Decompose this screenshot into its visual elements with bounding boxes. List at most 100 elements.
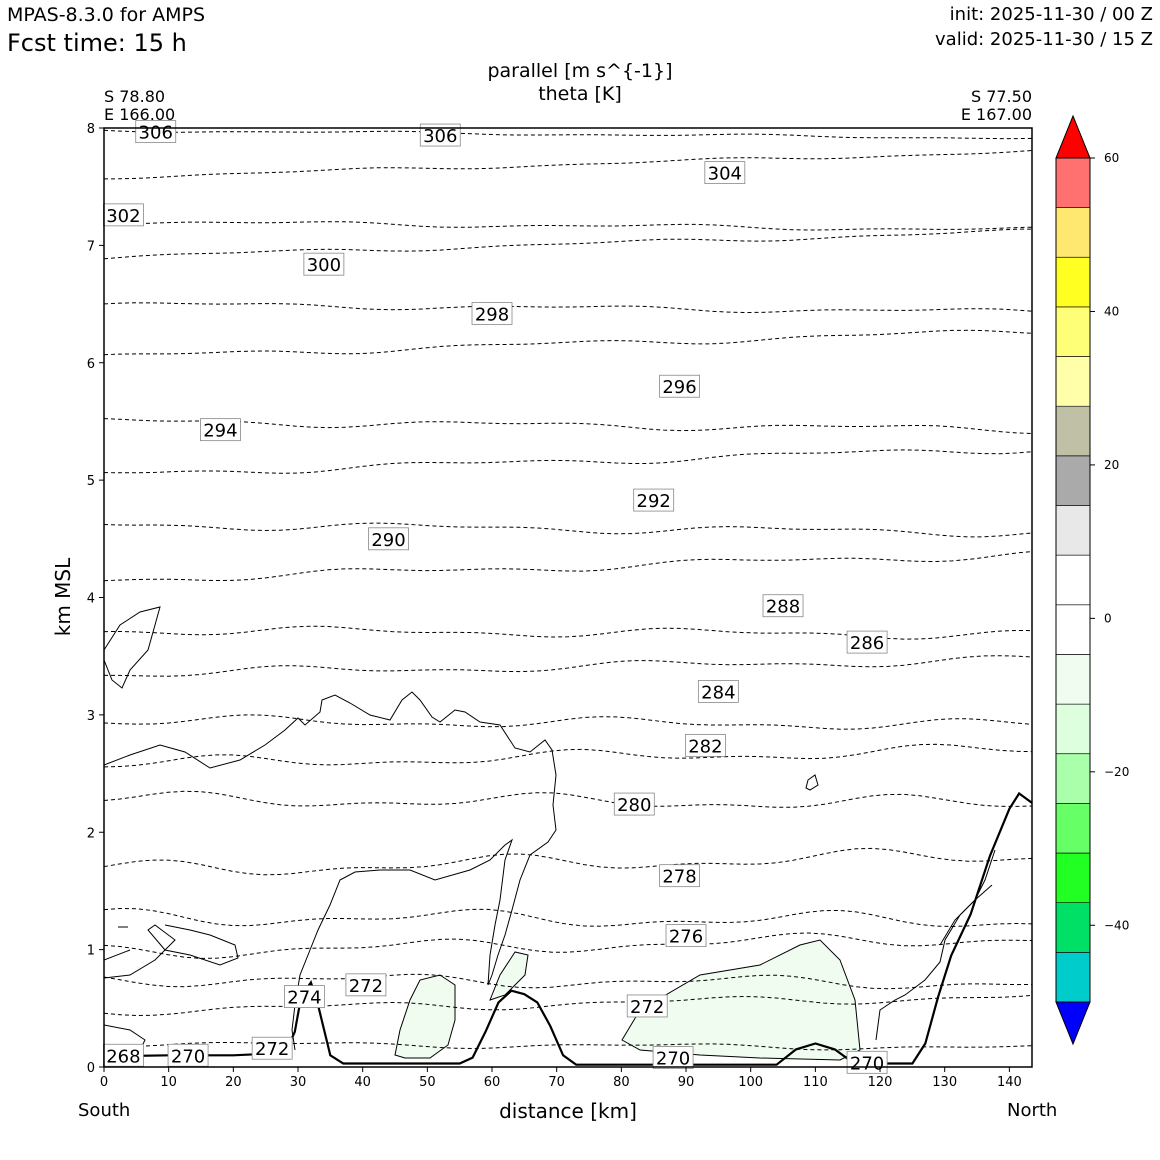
theta-isentrope bbox=[104, 1042, 1032, 1051]
theta-label: 298 bbox=[471, 302, 513, 325]
wind-fills bbox=[394, 939, 861, 1061]
theta-isentrope bbox=[104, 907, 1032, 928]
theta-label-text: 276 bbox=[669, 927, 703, 948]
colorbar-segment bbox=[1055, 256, 1091, 308]
theta-label-text: 300 bbox=[307, 255, 341, 276]
x-tick-label: 30 bbox=[290, 1075, 307, 1090]
theta-label-text: 270 bbox=[171, 1046, 205, 1067]
theta-isentrope bbox=[104, 221, 1032, 231]
weak-negative-wind-region bbox=[621, 939, 861, 1061]
right-endpoint: S 77.50 E 167.00 bbox=[961, 88, 1032, 124]
theta-label: 282 bbox=[685, 733, 726, 757]
x-tick-label: 110 bbox=[803, 1075, 828, 1090]
colorbar-tick-label: 0 bbox=[1104, 611, 1112, 625]
south-label: South bbox=[78, 1100, 131, 1121]
theta-label-text: 302 bbox=[106, 206, 140, 227]
theta-label: 272 bbox=[345, 973, 387, 997]
left-endpoint: S 78.80 E 166.00 bbox=[104, 88, 175, 124]
theta-isentrope bbox=[104, 449, 1032, 474]
colorbar-tick-label: 20 bbox=[1104, 458, 1119, 472]
wind-contour-line bbox=[805, 774, 819, 791]
theta-label-text: 290 bbox=[371, 530, 405, 551]
theta-isentrope bbox=[104, 714, 1032, 730]
y-tick-label: 0 bbox=[87, 1061, 95, 1076]
valid-time: valid: 2025-11-30 / 15 Z bbox=[935, 29, 1153, 50]
y-tick-label: 2 bbox=[87, 826, 95, 841]
weak-negative-wind-region bbox=[489, 951, 529, 1001]
colorbar: 60 40 20 0 −20 −40 bbox=[1055, 114, 1129, 1046]
theta-isentrope bbox=[104, 302, 1032, 314]
theta-isentrope bbox=[104, 522, 1032, 538]
theta-isentrope bbox=[104, 790, 1032, 808]
right-lat: S 77.50 bbox=[970, 87, 1032, 106]
theta-label-text: 288 bbox=[766, 597, 800, 618]
theta-contours bbox=[104, 129, 1032, 1051]
colorbar-segment bbox=[1055, 852, 1091, 903]
theta-label: 290 bbox=[368, 527, 409, 551]
x-tick-label: 120 bbox=[868, 1075, 893, 1090]
theta-label-text: 296 bbox=[662, 377, 696, 398]
colorbar-segment bbox=[1055, 157, 1091, 208]
theta-isentrope bbox=[104, 743, 1032, 768]
theta-label: 300 bbox=[303, 252, 345, 276]
colorbar-segment bbox=[1055, 703, 1091, 754]
wind-contour-line bbox=[104, 924, 239, 979]
colorbar-segment bbox=[1055, 505, 1091, 556]
axes: 0 10 20 30 40 50 60 70 80 90 100 110 120 130 140 0 1 2 3 4 5… bbox=[87, 122, 1022, 1090]
theta-label: 272 bbox=[251, 1036, 293, 1060]
theta-label: 294 bbox=[200, 418, 241, 442]
x-tick-label: 130 bbox=[932, 1075, 957, 1090]
theta-label-text: 304 bbox=[708, 164, 742, 185]
wind-contour-line bbox=[104, 949, 131, 961]
x-tick-label: 0 bbox=[100, 1075, 108, 1090]
theta-label: 276 bbox=[665, 924, 707, 948]
x-tick-label: 70 bbox=[548, 1075, 565, 1090]
theta-isentrope bbox=[104, 973, 1032, 990]
y-tick-label: 3 bbox=[87, 709, 95, 724]
theta-isentrope bbox=[104, 551, 1032, 582]
theta-isentrope bbox=[104, 418, 1032, 434]
colorbar-segment bbox=[1055, 554, 1091, 606]
theta-label-text: 294 bbox=[203, 421, 237, 442]
theta-label-text: 280 bbox=[617, 795, 651, 816]
theta-label-text: 270 bbox=[850, 1053, 884, 1074]
theta-label: 284 bbox=[697, 680, 739, 703]
theta-label: 268 bbox=[103, 1043, 144, 1067]
colorbar-tick-label: 60 bbox=[1104, 151, 1119, 165]
x-tick-label: 20 bbox=[225, 1075, 242, 1090]
weak-negative-wind-region bbox=[394, 974, 456, 1059]
y-tick-label: 1 bbox=[87, 944, 95, 959]
x-tick-label: 60 bbox=[484, 1075, 501, 1090]
model-title: MPAS-8.3.0 for AMPS bbox=[7, 4, 206, 26]
colorbar-segment bbox=[1055, 306, 1091, 357]
x-tick-label: 50 bbox=[419, 1075, 436, 1090]
colorbar-segment bbox=[1055, 654, 1091, 705]
theta-label-text: 270 bbox=[656, 1049, 690, 1070]
theta-isentrope bbox=[104, 329, 1032, 356]
theta-label-text: 272 bbox=[349, 976, 383, 997]
right-lon: E 167.00 bbox=[960, 105, 1032, 124]
theta-label: 280 bbox=[613, 792, 655, 816]
y-tick-label: 6 bbox=[87, 357, 95, 372]
colorbar-extend-max bbox=[1055, 114, 1091, 159]
colorbar-segment bbox=[1055, 753, 1091, 804]
theta-label-text: 306 bbox=[139, 123, 173, 144]
colorbar-segment bbox=[1055, 803, 1091, 854]
theta-label: 306 bbox=[135, 120, 177, 144]
theta-label: 270 bbox=[167, 1043, 209, 1067]
theta-label-text: 292 bbox=[637, 491, 671, 512]
colorbar-segment bbox=[1055, 902, 1091, 953]
theta-label: 288 bbox=[762, 594, 804, 618]
wind-contour-line bbox=[104, 606, 161, 689]
theta-label: 278 bbox=[659, 864, 700, 888]
theta-isentrope bbox=[104, 150, 1032, 180]
forecast-time: Fcst time: 15 h bbox=[7, 29, 187, 57]
x-tick-label: 80 bbox=[613, 1075, 630, 1090]
theta-label: 306 bbox=[419, 123, 461, 147]
x-axis-label: distance [km] bbox=[499, 1099, 637, 1123]
x-tick-label: 40 bbox=[354, 1075, 371, 1090]
theta-isentrope bbox=[104, 228, 1032, 260]
theta-label-text: 272 bbox=[255, 1039, 289, 1060]
theta-label: 274 bbox=[284, 985, 325, 1009]
